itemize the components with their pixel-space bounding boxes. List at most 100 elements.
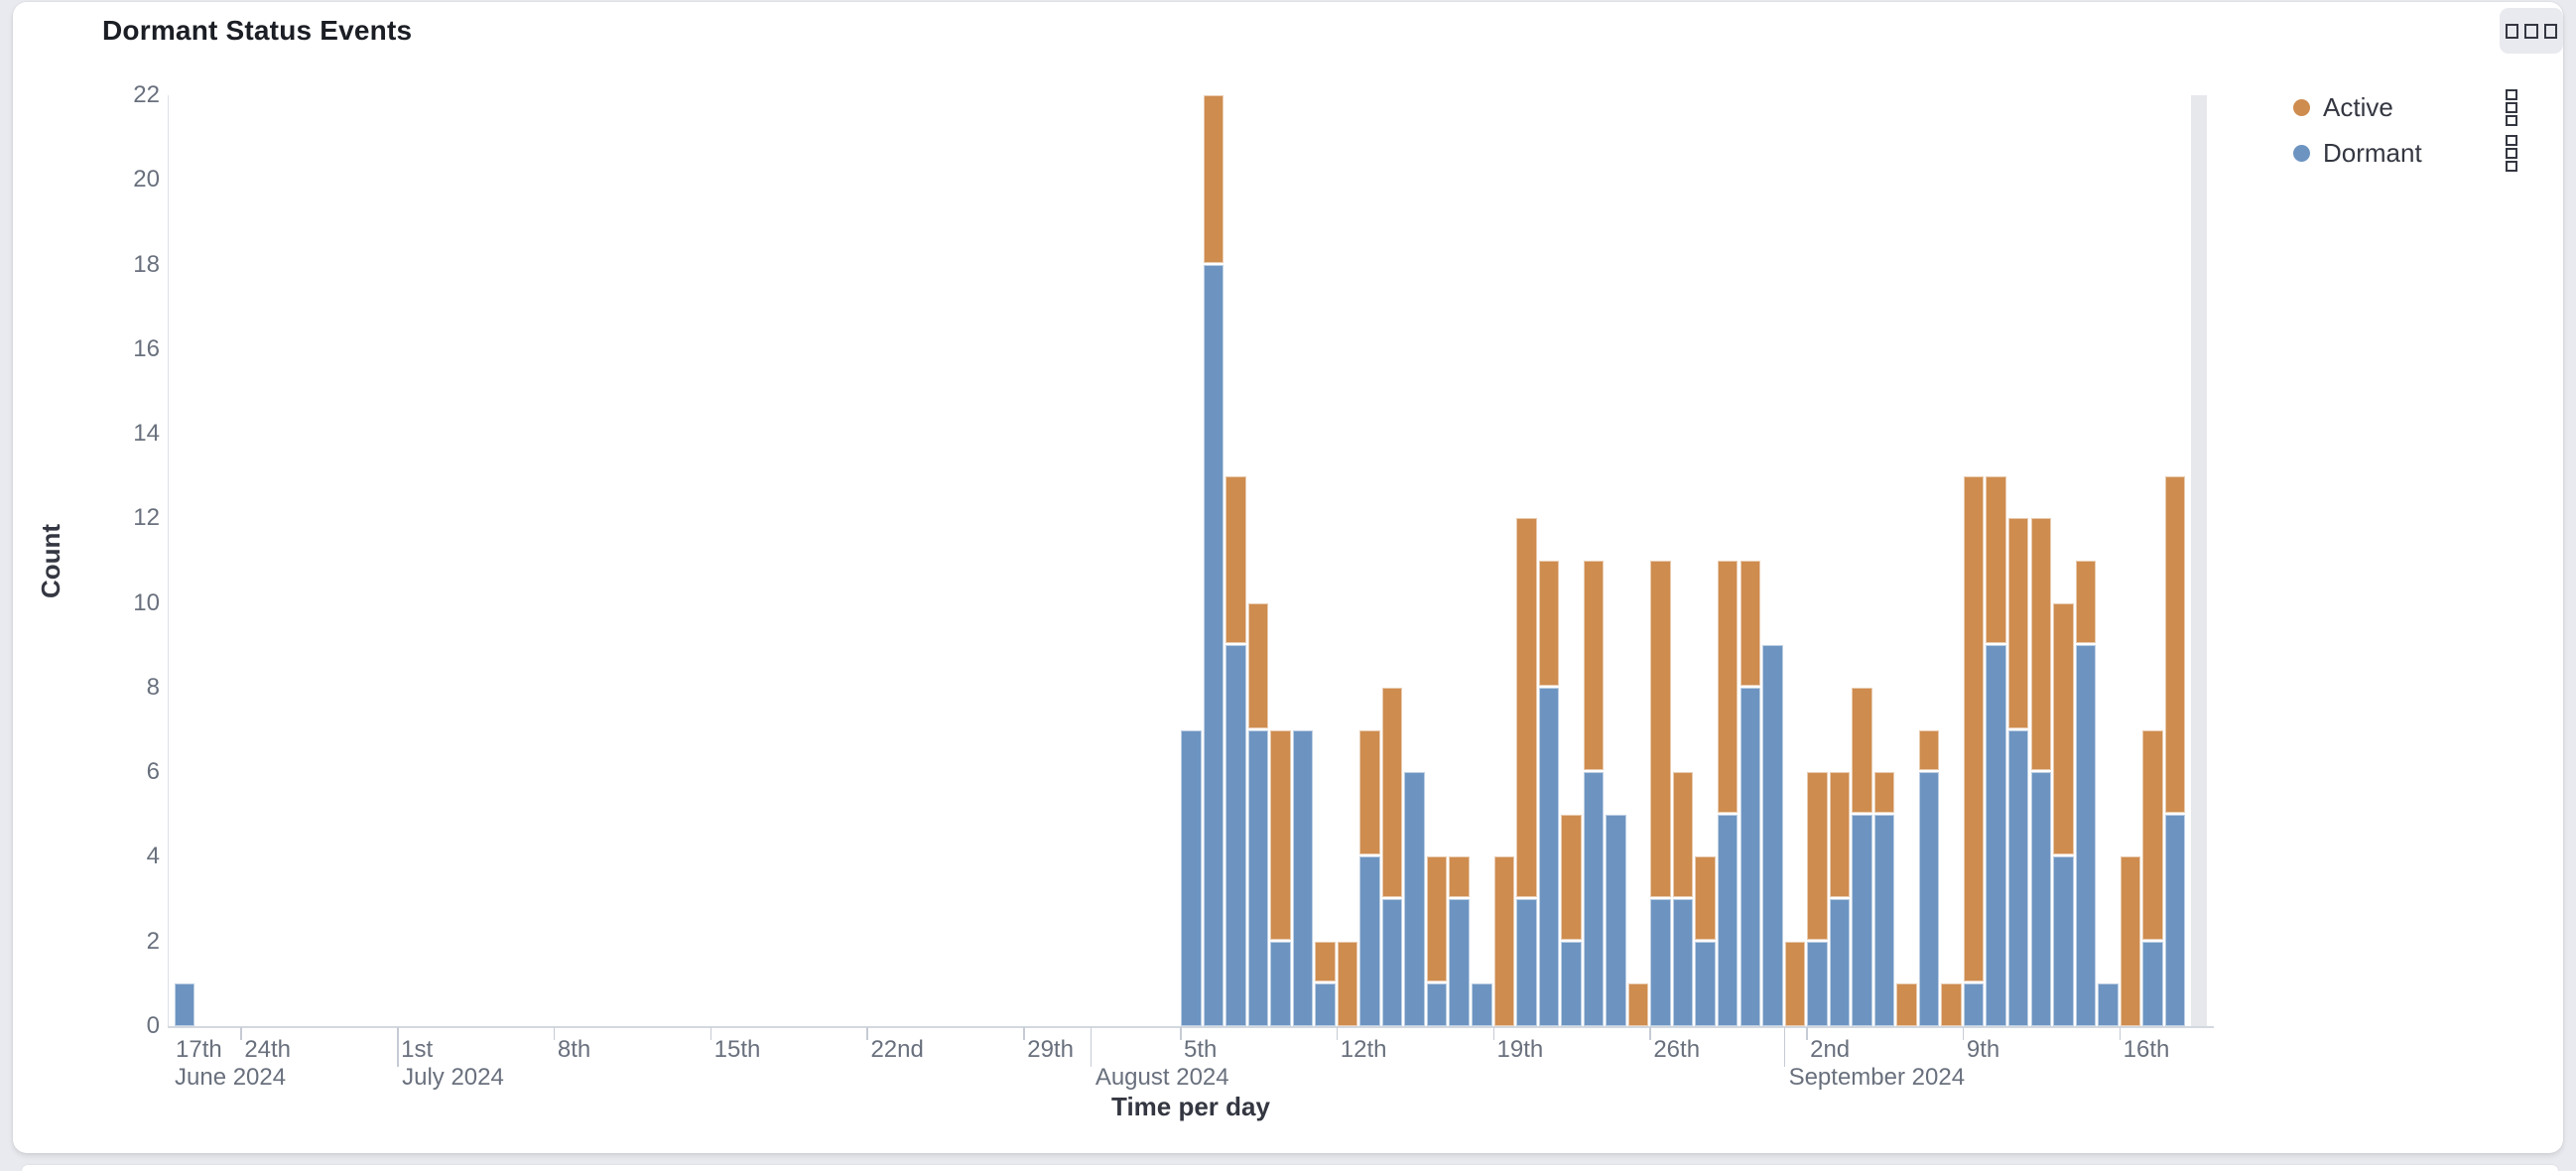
boxes-horizontal-icon [2524,23,2538,39]
legend-item-dormant[interactable]: Dormant [2293,133,2547,174]
bar-segment-dormant[interactable] [1918,772,1940,1026]
bar-segment-dormant[interactable] [1359,856,1380,1026]
boxes-horizontal-icon [2543,23,2557,39]
bar-segment-active[interactable] [2142,729,2163,940]
bar-segment-dormant[interactable] [2053,856,2074,1026]
bar-segment-active[interactable] [1337,941,1358,1026]
bar-segment-dormant[interactable] [1762,645,1783,1026]
bar-segment-active[interactable] [1359,729,1380,855]
bar-segment-dormant[interactable] [174,983,195,1026]
bar-segment-active[interactable] [2030,518,2052,771]
bar-segment-dormant[interactable] [1873,814,1895,1026]
bar-segment-dormant[interactable] [1203,264,1224,1026]
y-tick-label: 0 [146,1012,160,1039]
bar-segment-active[interactable] [2007,518,2029,728]
bar-segment-active[interactable] [2053,602,2074,855]
bar-segment-active[interactable] [1225,475,1246,644]
legend-actions-button[interactable] [2504,133,2519,174]
x-axis-week-tick [2119,1027,2122,1040]
bar-segment-active[interactable] [1941,983,1962,1026]
bar-segment-active[interactable] [1672,772,1694,898]
bar-segment-active[interactable] [1650,561,1671,898]
bar-segment-active[interactable] [1918,729,1940,771]
x-axis-month-tick [1783,1027,1786,1067]
next-panel-top-edge [22,1165,2558,1171]
bar-segment-dormant[interactable] [1247,729,1269,1026]
bar-segment-active[interactable] [1203,95,1224,263]
bar-segment-dormant[interactable] [1449,899,1470,1026]
x-axis-week-label: 26th [1653,1036,1701,1063]
bar-segment-active[interactable] [1493,856,1515,1026]
bar-segment-active[interactable] [1583,561,1605,771]
y-tick-label: 20 [133,166,160,194]
bar-segment-dormant[interactable] [2007,729,2029,1026]
bar-segment-dormant[interactable] [1672,899,1694,1026]
bar-segment-dormant[interactable] [2098,983,2119,1026]
bar-segment-active[interactable] [1717,561,1739,813]
bar-segment-active[interactable] [1627,983,1649,1026]
bar-segment-active[interactable] [1315,941,1336,982]
bar-segment-active[interactable] [1784,941,1806,1026]
bar-segment-active[interactable] [1986,475,2006,644]
legend-item-active[interactable]: Active [2293,87,2547,128]
bar-segment-dormant[interactable] [1986,645,2006,1026]
x-axis-week-label: 9th [1966,1036,2000,1063]
bar-segment-active[interactable] [1807,772,1828,940]
bar-segment-dormant[interactable] [1695,941,1716,1026]
x-axis-month-label: August 2024 [1095,1064,1229,1091]
bar-segment-dormant[interactable] [1516,899,1537,1026]
bar-segment-dormant[interactable] [2142,941,2163,1026]
bar-segment-active[interactable] [1270,729,1291,940]
bar-segment-dormant[interactable] [1270,941,1291,1026]
bar-segment-active[interactable] [2075,561,2097,644]
bar-segment-active[interactable] [1739,561,1760,686]
bar-segment-active[interactable] [1516,518,1537,898]
bar-segment-dormant[interactable] [1538,687,1560,1026]
bar-segment-active[interactable] [1896,983,1917,1026]
bar-segment-dormant[interactable] [1292,729,1314,1026]
bar-segment-dormant[interactable] [1181,729,1202,1026]
bar-segment-dormant[interactable] [1807,941,1828,1026]
y-tick-label: 14 [133,420,160,448]
bar-segment-active[interactable] [1829,772,1851,898]
bar-segment-dormant[interactable] [1829,899,1851,1026]
bar-segment-dormant[interactable] [1583,772,1605,1026]
panel-options-button[interactable] [2500,8,2563,54]
bar-segment-dormant[interactable] [1717,814,1739,1026]
bar-segment-active[interactable] [1963,475,1985,982]
bar-segment-active[interactable] [1873,772,1895,813]
bar-segment-dormant[interactable] [2075,645,2097,1026]
bar-segment-dormant[interactable] [1963,983,1985,1026]
bar-segment-active[interactable] [1538,561,1560,686]
bar-segment-dormant[interactable] [1561,941,1582,1026]
bar-segment-active[interactable] [1426,856,1448,982]
bar-segment-dormant[interactable] [1472,983,1492,1026]
bar-segment-active[interactable] [2120,856,2141,1026]
bar-segment-dormant[interactable] [1381,899,1403,1026]
bar-segment-dormant[interactable] [1315,983,1336,1026]
bar-segment-active[interactable] [1381,687,1403,898]
bar-segment-active[interactable] [1561,814,1582,940]
bar-segment-active[interactable] [1449,856,1470,898]
legend-item-label: Dormant [2323,137,2422,168]
x-axis-week-tick [1806,1027,1808,1040]
bar-segment-dormant[interactable] [1225,645,1246,1026]
legend-actions-button[interactable] [2504,87,2519,128]
bar-segment-active[interactable] [1247,602,1269,728]
chart-panel: Dormant Status Events Active Dormant [13,2,2563,1153]
bar-segment-active[interactable] [1695,856,1716,940]
panel-title: Dormant Status Events [102,15,413,46]
bar-segment-dormant[interactable] [2164,814,2186,1026]
x-axis-title: Time per day [1111,1092,1270,1121]
bar-segment-dormant[interactable] [1426,983,1448,1026]
bar-segment-dormant[interactable] [1404,772,1425,1026]
bar-segment-dormant[interactable] [2030,772,2052,1026]
bar-segment-dormant[interactable] [1852,814,1872,1026]
bar-segment-active[interactable] [2164,475,2186,813]
bar-segment-dormant[interactable] [1739,687,1760,1026]
bar-segment-active[interactable] [1852,687,1872,813]
x-axis-week-tick [1180,1027,1182,1040]
bar-segment-dormant[interactable] [1606,814,1626,1026]
x-axis-week-tick [866,1027,868,1040]
bar-segment-dormant[interactable] [1650,899,1671,1026]
